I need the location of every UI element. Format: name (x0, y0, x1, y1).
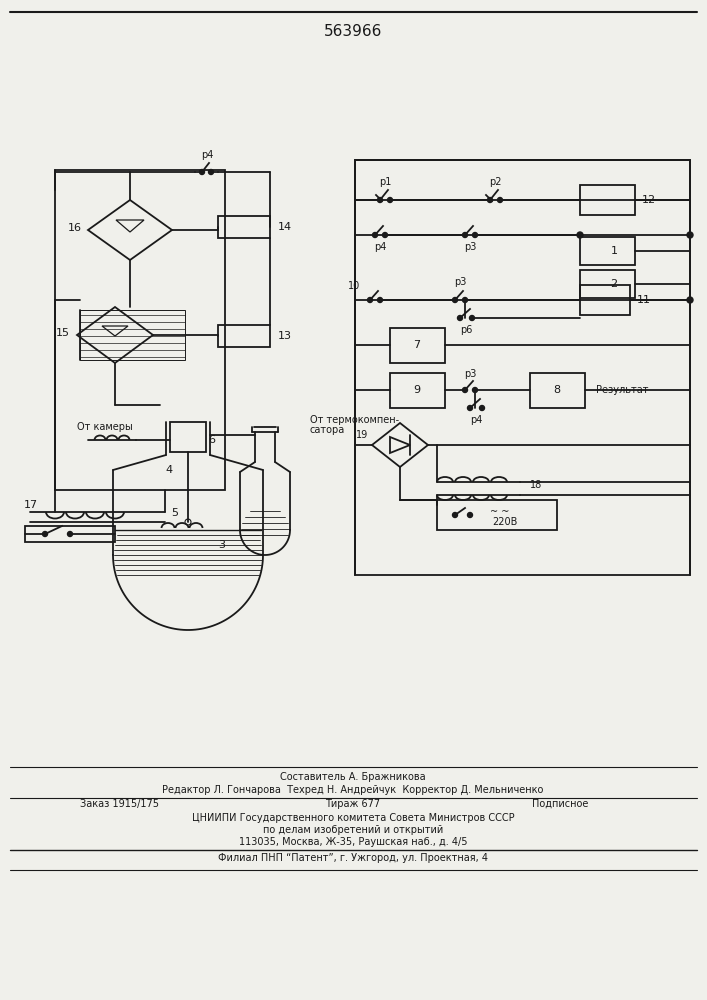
Bar (170, 422, 206, 452)
Circle shape (378, 198, 382, 202)
Text: ~ ~: ~ ~ (491, 507, 510, 517)
Text: по делам изобретений и открытий: по делам изобретений и открытий (263, 825, 443, 835)
Circle shape (462, 387, 467, 392)
Circle shape (378, 298, 382, 302)
Text: Составитель А. Бражникова: Составитель А. Бражникова (280, 772, 426, 782)
Circle shape (479, 406, 484, 410)
Text: 16: 16 (68, 223, 82, 233)
Circle shape (452, 298, 457, 302)
Text: р4: р4 (201, 150, 214, 160)
Circle shape (457, 316, 462, 320)
Circle shape (467, 512, 472, 518)
Circle shape (488, 198, 493, 202)
Bar (580, 185, 635, 215)
Text: Тираж 677: Тираж 677 (325, 799, 380, 809)
Circle shape (472, 387, 477, 392)
Text: От камеры: От камеры (77, 422, 133, 432)
Text: 5: 5 (171, 508, 178, 518)
Circle shape (577, 232, 583, 238)
Circle shape (452, 512, 457, 518)
Bar (218, 325, 270, 347)
Text: 6: 6 (208, 435, 215, 445)
Text: р3: р3 (454, 277, 466, 287)
Text: 2: 2 (610, 279, 617, 289)
Text: р4: р4 (470, 415, 482, 425)
Text: Результат: Результат (596, 385, 648, 395)
Circle shape (373, 232, 378, 237)
Text: 113035, Москва, Ж-35, Раушская наб., д. 4/5: 113035, Москва, Ж-35, Раушская наб., д. … (239, 837, 467, 847)
Text: р3: р3 (464, 369, 477, 379)
Bar (437, 500, 557, 530)
Text: 8: 8 (554, 385, 561, 395)
Circle shape (467, 406, 472, 410)
Text: ЦНИИПИ Государственного комитета Совета Министров СССР: ЦНИИПИ Государственного комитета Совета … (192, 813, 514, 823)
Bar (80, 310, 185, 360)
Bar (355, 160, 690, 575)
Circle shape (498, 198, 503, 202)
Text: 13: 13 (278, 331, 292, 341)
Text: р4: р4 (374, 242, 386, 252)
Text: 14: 14 (278, 222, 292, 232)
Text: р3: р3 (464, 242, 477, 252)
Circle shape (387, 198, 392, 202)
Circle shape (382, 232, 387, 237)
Circle shape (472, 232, 477, 237)
Text: 563966: 563966 (324, 24, 382, 39)
Text: р2: р2 (489, 177, 501, 187)
Circle shape (67, 532, 73, 536)
Text: 10: 10 (348, 281, 360, 291)
Text: Редактор Л. Гончарова  Техред Н. Андрейчук  Корректор Д. Мельниченко: Редактор Л. Гончарова Техред Н. Андрейчу… (163, 785, 544, 795)
Bar (580, 285, 630, 315)
Circle shape (209, 169, 214, 174)
Text: р1: р1 (379, 177, 391, 187)
Text: 3: 3 (218, 540, 225, 550)
Bar (218, 216, 270, 238)
Circle shape (469, 316, 474, 320)
Text: Заказ 1915/175: Заказ 1915/175 (81, 799, 160, 809)
Text: 9: 9 (414, 385, 421, 395)
Text: р6: р6 (460, 325, 472, 335)
Circle shape (687, 297, 693, 303)
Circle shape (368, 298, 373, 302)
Text: 15: 15 (56, 328, 70, 338)
Text: 17: 17 (24, 500, 38, 510)
Text: 220В: 220В (492, 517, 518, 527)
Bar (390, 373, 445, 408)
Bar (25, 526, 115, 542)
Text: Подписное: Подписное (532, 799, 588, 809)
Text: От термокомпен-: От термокомпен- (310, 415, 399, 425)
Text: 19: 19 (356, 430, 368, 440)
Circle shape (199, 169, 204, 174)
Text: сатора: сатора (310, 425, 345, 435)
Bar (580, 237, 635, 265)
Text: 18: 18 (530, 480, 542, 490)
Circle shape (687, 232, 693, 238)
Bar (530, 373, 585, 408)
Text: Филиал ПНП “Патент”, г. Ужгород, ул. Проектная, 4: Филиал ПНП “Патент”, г. Ужгород, ул. Про… (218, 853, 488, 863)
Circle shape (462, 298, 467, 302)
Text: 12: 12 (642, 195, 656, 205)
Circle shape (42, 532, 47, 536)
Text: 1: 1 (611, 246, 617, 256)
Text: 7: 7 (414, 340, 421, 350)
Bar (580, 270, 635, 298)
Circle shape (462, 232, 467, 237)
Bar (390, 328, 445, 363)
Text: 4: 4 (166, 465, 173, 475)
Bar (55, 170, 225, 490)
Text: 11: 11 (637, 295, 651, 305)
